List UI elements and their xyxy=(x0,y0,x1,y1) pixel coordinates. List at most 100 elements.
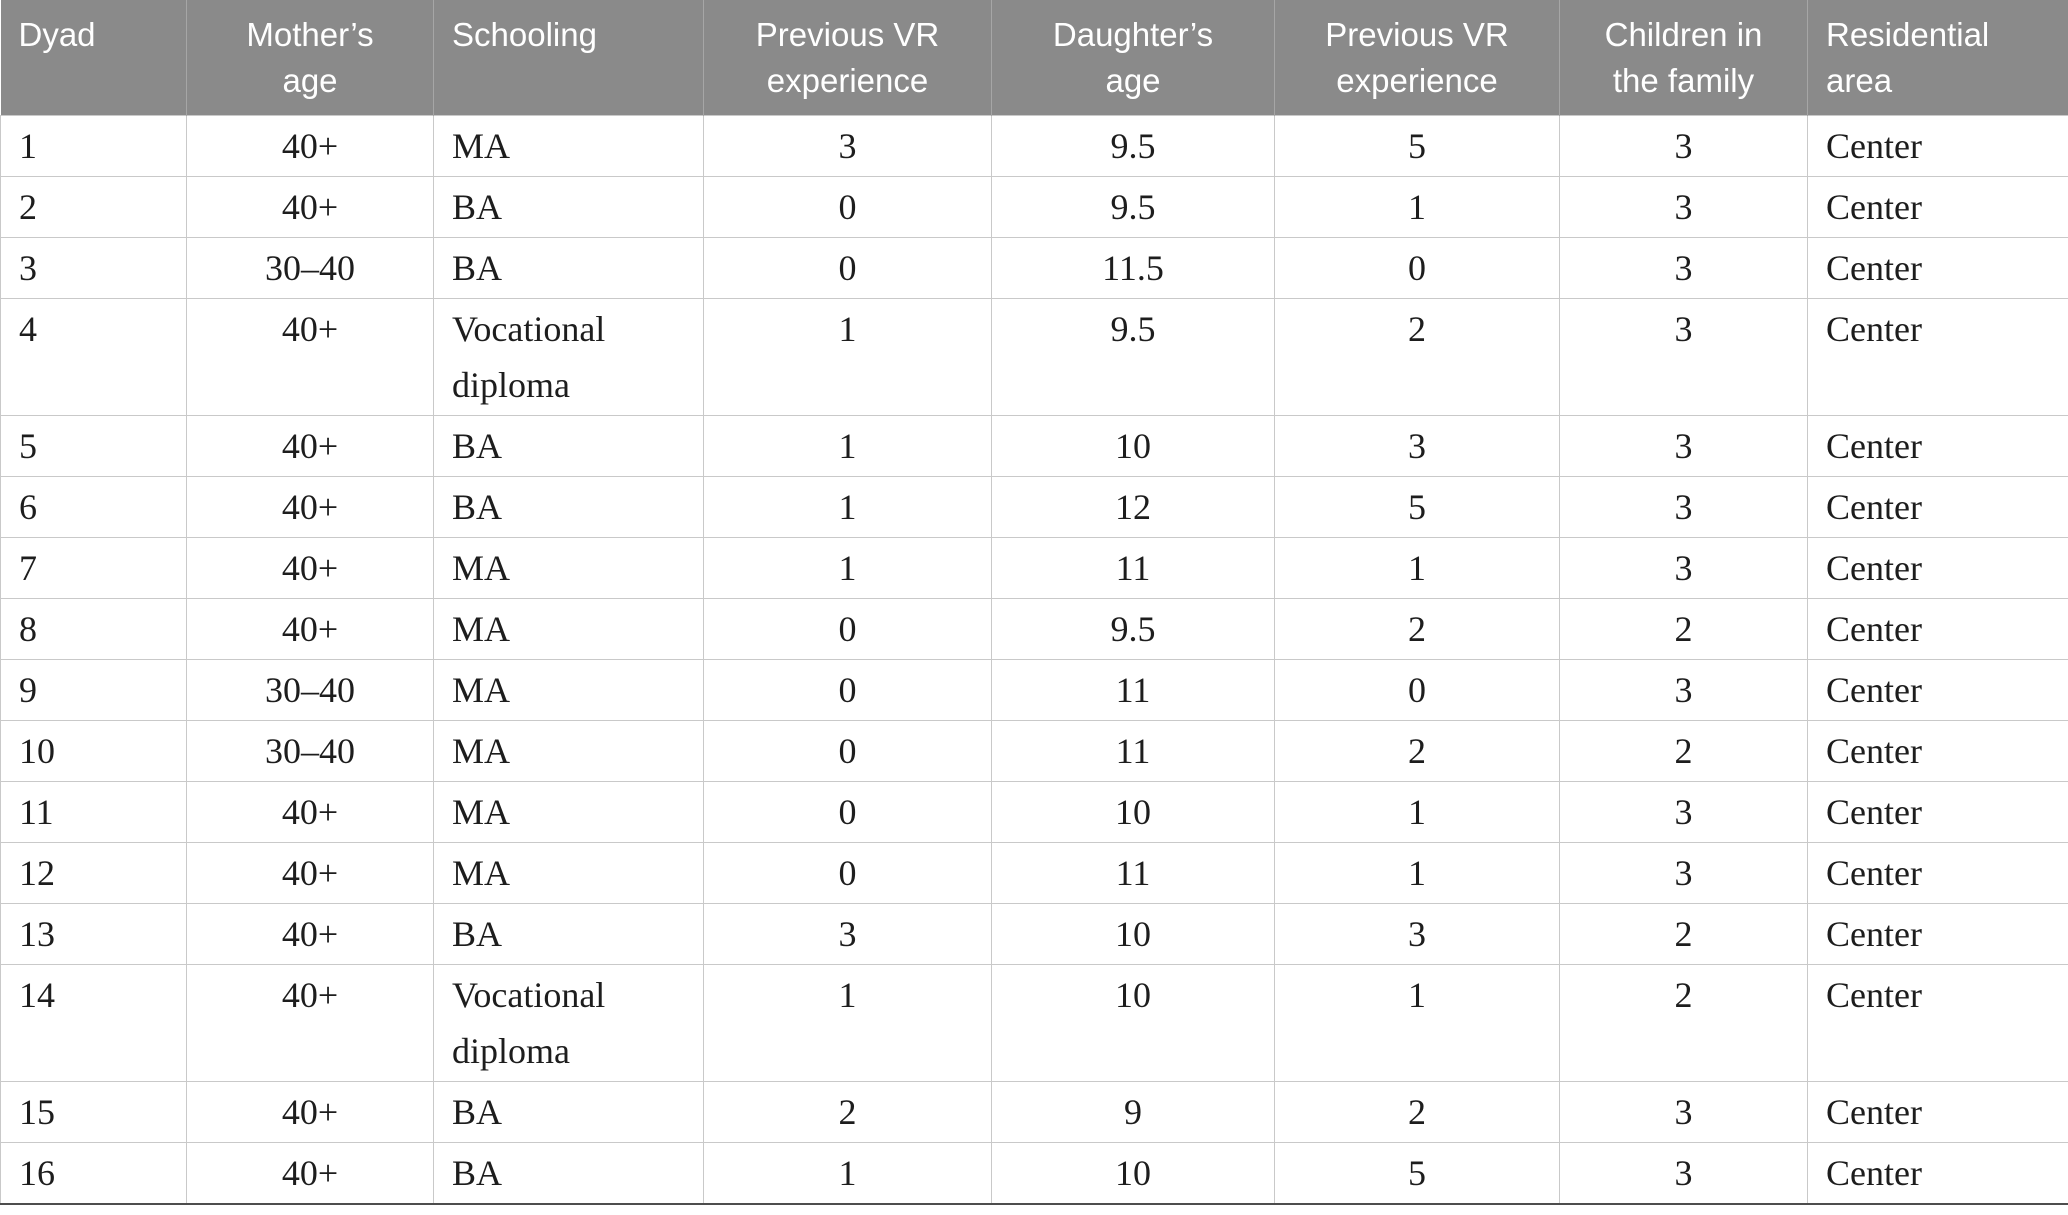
cell-text: 40+ xyxy=(281,547,339,588)
column-header-residential-area: Residential area xyxy=(1807,0,2068,115)
cell-mothers-age: 40+ xyxy=(186,414,434,477)
cell-text: BA xyxy=(452,1091,503,1132)
cell-text: 3 xyxy=(838,913,857,954)
cell-text: BA xyxy=(452,486,503,527)
cell-text: 40+ xyxy=(281,974,339,1015)
cell-text: MA xyxy=(452,791,511,832)
cell-children-in-the-family: 2 xyxy=(1559,902,1808,965)
cell-text: 40+ xyxy=(281,486,339,527)
cell-dyad: 11 xyxy=(0,780,187,843)
cell-schooling: MA xyxy=(433,719,704,782)
cell-text: 11 xyxy=(1115,852,1151,893)
cell-mother-previous-vr-experience: 3 xyxy=(703,114,992,177)
cell-text: Center xyxy=(1826,125,1922,166)
column-header-children-in-the-family: Children in the family xyxy=(1559,0,1808,115)
cell-text: Center xyxy=(1826,486,1922,527)
cell-daughter-previous-vr-experience: 2 xyxy=(1274,597,1560,660)
cell-text: 10 xyxy=(1115,1152,1151,1193)
cell-text: 3 xyxy=(1674,486,1693,527)
cell-text: 0 xyxy=(838,186,857,227)
cell-daughters-age: 10 xyxy=(991,414,1275,477)
cell-daughters-age: 11.5 xyxy=(991,236,1275,299)
cell-text: 7 xyxy=(19,547,37,588)
cell-text: 2 xyxy=(1674,730,1693,771)
cell-text: 0 xyxy=(838,669,857,710)
cell-residential-area: Center xyxy=(1807,175,2068,238)
cell-text: 2 xyxy=(1674,608,1693,649)
cell-schooling: BA xyxy=(433,902,704,965)
cell-text: Center xyxy=(1826,913,1922,954)
cell-text: 3 xyxy=(1674,791,1693,832)
cell-mothers-age: 30–40 xyxy=(186,719,434,782)
cell-text: 2 xyxy=(1408,730,1426,771)
cell-daughter-previous-vr-experience: 3 xyxy=(1274,414,1560,477)
cell-text: 10 xyxy=(1115,974,1151,1015)
cell-mothers-age: 40+ xyxy=(186,780,434,843)
cell-text: 9.5 xyxy=(1110,125,1156,166)
cell-text: 9.5 xyxy=(1110,608,1156,649)
cell-text: 30–40 xyxy=(265,669,355,710)
cell-children-in-the-family: 3 xyxy=(1559,1141,1808,1204)
cell-schooling: BA xyxy=(433,1080,704,1143)
cell-text: MA xyxy=(452,125,511,166)
cell-daughter-previous-vr-experience: 3 xyxy=(1274,902,1560,965)
table-body: 1 40+ MA 3 9.5 5 3 Center 2 40+ BA 0 9.5 1 3 Center 3 30–… xyxy=(0,114,2068,1204)
cell-text: 3 xyxy=(1674,308,1693,349)
cell-text: 0 xyxy=(838,852,857,893)
cell-text: 3 xyxy=(1674,852,1693,893)
cell-text: 9 xyxy=(19,669,37,710)
cell-mother-previous-vr-experience: 1 xyxy=(703,963,992,1082)
cell-dyad: 6 xyxy=(0,475,187,538)
table-row: 5 40+ BA 1 10 3 3 Center xyxy=(0,414,2068,477)
cell-mothers-age: 40+ xyxy=(186,597,434,660)
cell-mother-previous-vr-experience: 1 xyxy=(703,536,992,599)
cell-mothers-age: 40+ xyxy=(186,114,434,177)
cell-mother-previous-vr-experience: 0 xyxy=(703,597,992,660)
cell-text: 11 xyxy=(1115,669,1151,710)
cell-residential-area: Center xyxy=(1807,719,2068,782)
cell-text: 3 xyxy=(1408,913,1426,954)
cell-children-in-the-family: 3 xyxy=(1559,297,1808,416)
cell-schooling: Vocational diploma xyxy=(433,297,704,416)
cell-children-in-the-family: 3 xyxy=(1559,841,1808,904)
cell-mother-previous-vr-experience: 0 xyxy=(703,175,992,238)
cell-text: Center xyxy=(1826,425,1922,466)
cell-daughter-previous-vr-experience: 5 xyxy=(1274,1141,1560,1204)
cell-text: 3 xyxy=(1674,247,1693,288)
cell-mothers-age: 40+ xyxy=(186,902,434,965)
cell-residential-area: Center xyxy=(1807,236,2068,299)
cell-daughter-previous-vr-experience: 2 xyxy=(1274,297,1560,416)
cell-daughters-age: 9.5 xyxy=(991,597,1275,660)
cell-text: Center xyxy=(1826,247,1922,288)
cell-mother-previous-vr-experience: 0 xyxy=(703,841,992,904)
cell-text: 16 xyxy=(19,1152,55,1193)
cell-daughters-age: 10 xyxy=(991,780,1275,843)
cell-text: 2 xyxy=(838,1091,857,1132)
cell-text: Center xyxy=(1826,1152,1922,1193)
cell-mothers-age: 40+ xyxy=(186,841,434,904)
cell-daughter-previous-vr-experience: 2 xyxy=(1274,1080,1560,1143)
column-header-schooling: Schooling xyxy=(433,0,704,115)
cell-text: 3 xyxy=(1674,186,1693,227)
cell-children-in-the-family: 3 xyxy=(1559,175,1808,238)
cell-text: 1 xyxy=(838,308,857,349)
cell-text: 40+ xyxy=(281,852,339,893)
cell-residential-area: Center xyxy=(1807,475,2068,538)
cell-text: 0 xyxy=(1408,247,1426,288)
table-row: 3 30–40 BA 0 11.5 0 3 Center xyxy=(0,236,2068,299)
cell-daughter-previous-vr-experience: 1 xyxy=(1274,175,1560,238)
cell-text: Center xyxy=(1826,547,1922,588)
table-row: 1 40+ MA 3 9.5 5 3 Center xyxy=(0,114,2068,177)
column-header-mother-previous-vr-experience: Previous VR experience xyxy=(703,0,992,115)
cell-text: 30–40 xyxy=(265,730,355,771)
cell-text: 11.5 xyxy=(1102,247,1164,288)
table-row: 13 40+ BA 3 10 3 2 Center xyxy=(0,902,2068,965)
cell-daughters-age: 9.5 xyxy=(991,175,1275,238)
cell-children-in-the-family: 3 xyxy=(1559,1080,1808,1143)
cell-text: 40+ xyxy=(281,186,339,227)
cell-text: BA xyxy=(452,247,503,288)
cell-residential-area: Center xyxy=(1807,114,2068,177)
cell-daughters-age: 11 xyxy=(991,719,1275,782)
cell-text: Center xyxy=(1826,308,1922,349)
